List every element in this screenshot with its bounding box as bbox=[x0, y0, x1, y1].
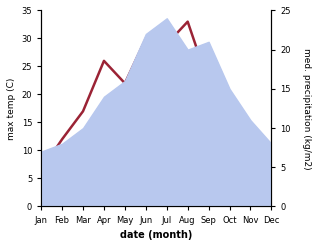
Y-axis label: max temp (C): max temp (C) bbox=[7, 77, 16, 140]
X-axis label: date (month): date (month) bbox=[120, 230, 192, 240]
Y-axis label: med. precipitation (kg/m2): med. precipitation (kg/m2) bbox=[302, 48, 311, 169]
